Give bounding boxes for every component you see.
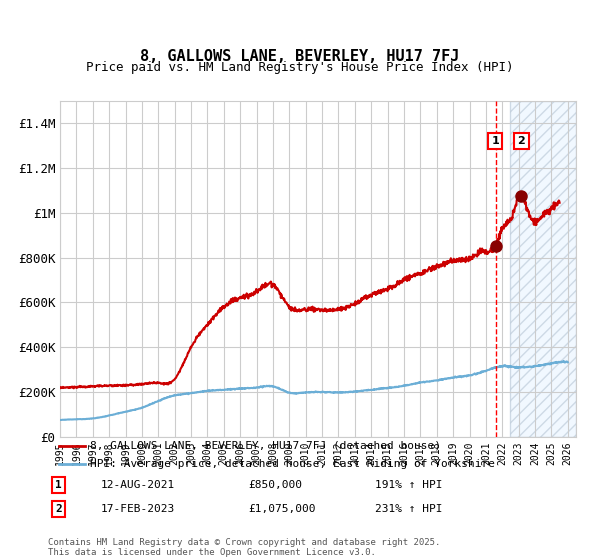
Text: £1,075,000: £1,075,000	[248, 504, 316, 514]
Text: 1: 1	[55, 480, 62, 490]
Text: 8, GALLOWS LANE, BEVERLEY, HU17 7FJ: 8, GALLOWS LANE, BEVERLEY, HU17 7FJ	[140, 49, 460, 64]
Text: 2: 2	[55, 504, 62, 514]
Bar	[511, 101, 576, 437]
Text: 17-FEB-2023: 17-FEB-2023	[101, 504, 175, 514]
Bar	[511, 101, 576, 437]
Text: 12-AUG-2021: 12-AUG-2021	[101, 480, 175, 490]
Text: 191% ↑ HPI: 191% ↑ HPI	[376, 480, 443, 490]
Text: 8, GALLOWS LANE, BEVERLEY, HU17 7FJ (detached house): 8, GALLOWS LANE, BEVERLEY, HU17 7FJ (det…	[90, 441, 441, 451]
Text: 231% ↑ HPI: 231% ↑ HPI	[376, 504, 443, 514]
Text: Price paid vs. HM Land Registry's House Price Index (HPI): Price paid vs. HM Land Registry's House …	[86, 61, 514, 74]
Text: 1: 1	[491, 136, 499, 146]
Text: 2: 2	[518, 136, 526, 146]
Text: HPI: Average price, detached house, East Riding of Yorkshire: HPI: Average price, detached house, East…	[90, 459, 495, 469]
Text: £850,000: £850,000	[248, 480, 302, 490]
Text: Contains HM Land Registry data © Crown copyright and database right 2025.
This d: Contains HM Land Registry data © Crown c…	[48, 538, 440, 557]
